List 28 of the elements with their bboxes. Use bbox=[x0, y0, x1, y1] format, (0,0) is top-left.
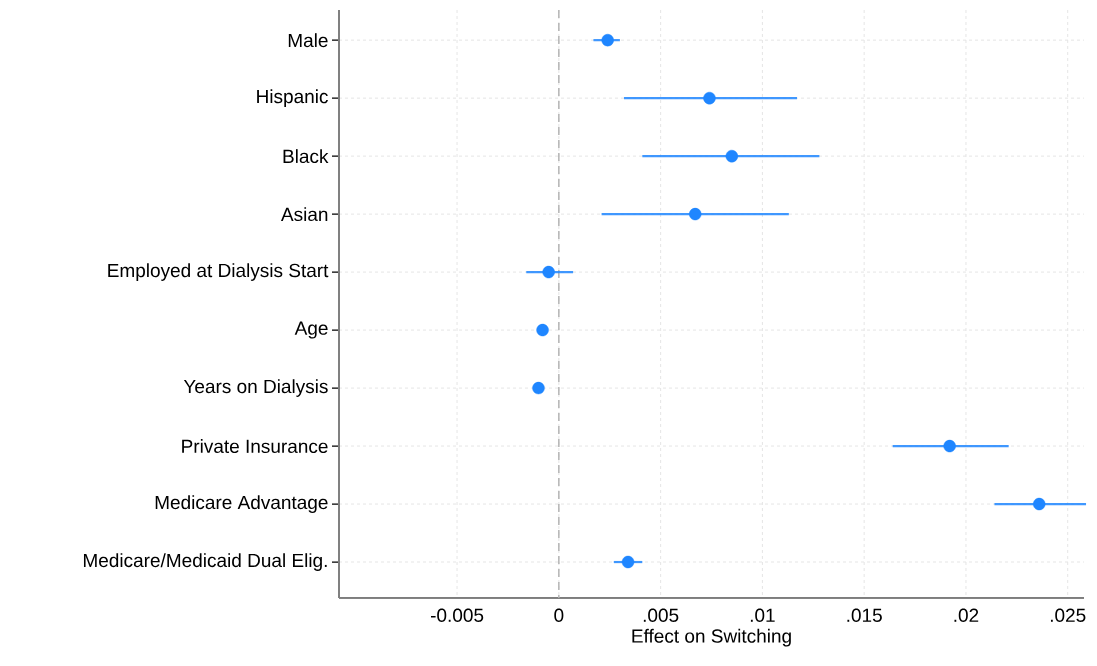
point bbox=[542, 265, 555, 279]
x-tick-label: .02 bbox=[954, 608, 979, 622]
point bbox=[601, 33, 614, 47]
point bbox=[725, 149, 739, 163]
y-tick-label: Asian bbox=[280, 207, 328, 222]
x-axis-title: Effect on Switching bbox=[632, 628, 791, 647]
x-tick-label: -0.005 bbox=[430, 608, 484, 622]
y-tick-label: Age bbox=[294, 321, 328, 339]
x-tick-label: 0 bbox=[554, 608, 564, 622]
x-tick-label: .015 bbox=[847, 608, 882, 622]
y-tick-label: Medicare/Medicaid Dual Elig. bbox=[83, 553, 327, 571]
y-tick-label: Years on Dialysis bbox=[183, 379, 328, 397]
x-tick-label: .025 bbox=[1050, 608, 1086, 622]
x-tick-label: .01 bbox=[750, 608, 775, 622]
y-tick-label: Private Insurance bbox=[182, 439, 328, 454]
point bbox=[689, 207, 702, 221]
point bbox=[621, 555, 635, 569]
x-tick-label: .005 bbox=[643, 608, 679, 622]
point bbox=[703, 91, 716, 105]
point bbox=[536, 323, 549, 337]
point bbox=[943, 439, 956, 453]
y-tick-label: Hispanic bbox=[257, 89, 328, 107]
y-tick-label: Male bbox=[288, 33, 328, 48]
point bbox=[532, 381, 545, 395]
point bbox=[1033, 497, 1046, 511]
y-tick-label: Medicare Advantage bbox=[155, 495, 328, 513]
y-tick-label: Employed at Dialysis Start bbox=[108, 263, 329, 281]
y-tick-label: Black bbox=[283, 149, 329, 164]
